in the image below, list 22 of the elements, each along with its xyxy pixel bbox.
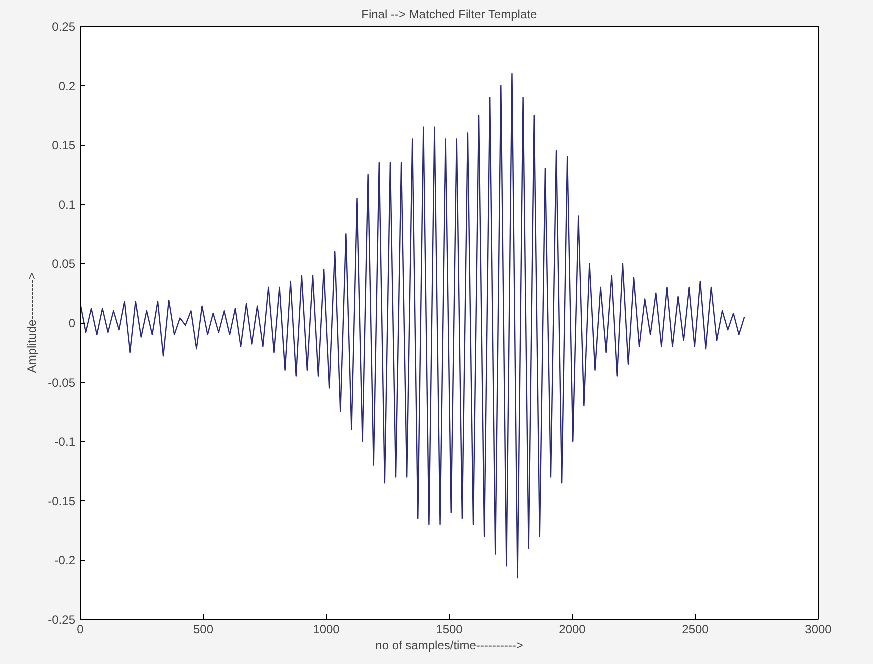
y-tick-label: -0.15 [48,494,76,508]
y-tick-label: -0.2 [54,554,76,568]
x-tick-label: 2500 [682,622,710,636]
chart-title: Final --> Matched Filter Template [362,8,538,22]
line-series [80,73,746,579]
y-tick-label: 0 [68,316,76,330]
y-tick-label: -0.25 [48,613,76,627]
x-tick-label: 0 [77,622,84,636]
y-tick-label: 0.15 [52,138,76,153]
y-tick-label: 0.1 [58,198,76,212]
x-tick-label: 1500 [436,622,464,636]
x-tick-label: 500 [193,622,214,636]
y-tick-label: 0.25 [52,20,76,34]
y-tick-label: -0.1 [54,435,76,450]
x-tick-label: 1000 [313,622,340,636]
y-tick-label: -0.05 [48,376,76,390]
y-axis-title: Amplitude----------> [25,272,40,374]
x-tick-label: 2000 [559,622,586,636]
x-tick-label: 3000 [805,622,832,636]
y-tick-label: 0.05 [52,257,76,272]
y-tick-label: 0.2 [58,79,76,94]
x-axis-title: no of samples/time----------> [376,638,524,652]
